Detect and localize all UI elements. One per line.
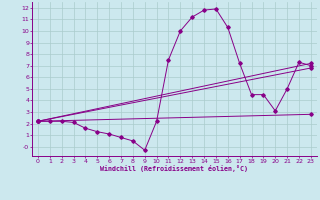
X-axis label: Windchill (Refroidissement éolien,°C): Windchill (Refroidissement éolien,°C) [100, 165, 248, 172]
